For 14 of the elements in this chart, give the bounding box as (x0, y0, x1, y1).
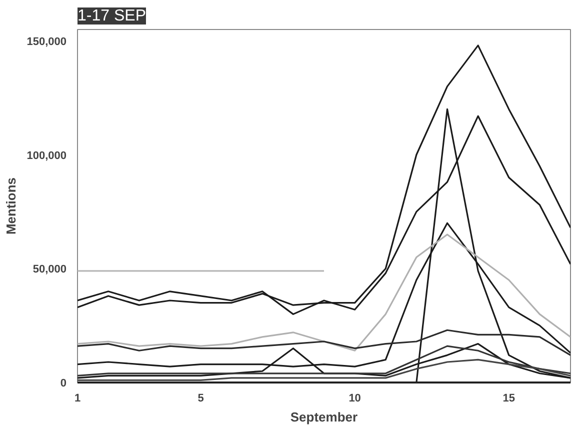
x-tick-label: 10 (348, 392, 361, 404)
line-series (78, 329, 570, 356)
line-series (78, 234, 570, 352)
y-tick-label: 100,000 (26, 150, 67, 162)
x-tick-label: 15 (502, 392, 516, 404)
x-tick-label: 5 (198, 392, 204, 404)
y-tick-label: 150,000 (26, 36, 67, 48)
x-tick-label: 1 (74, 392, 81, 404)
chart-title: 1-17 SEP (78, 8, 146, 24)
y-axis-title: Mentions (4, 177, 19, 235)
line-series (78, 358, 570, 382)
y-tick-label: 50,000 (32, 264, 67, 276)
y-tick-label: 0 (60, 378, 67, 390)
x-axis-title: September (290, 410, 358, 424)
